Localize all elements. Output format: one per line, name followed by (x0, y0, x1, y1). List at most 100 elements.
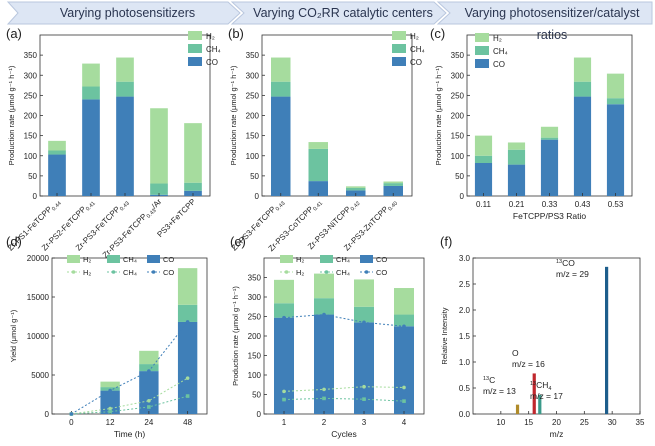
e-legend-label-H2: H₂ (296, 255, 304, 264)
b-bar-H2-1 (308, 142, 328, 149)
d-bar-H2-1 (100, 381, 120, 388)
d-point-H2 (147, 398, 151, 403)
f-annotation-mz-1: m/z = 16 (512, 359, 545, 369)
c-legend-swatch-CO (475, 59, 489, 68)
d-legend-label-H2: H₂ (83, 255, 91, 264)
a-bar-CO-0 (48, 154, 66, 196)
a-bar-H2-4 (184, 123, 202, 183)
e-legend-marker-CO (364, 270, 369, 274)
d-xtick-label: 12 (106, 418, 115, 427)
e-bar-CH4-1 (314, 298, 334, 315)
f-ytick-label: 1.0 (459, 358, 471, 367)
b-legend-swatch-CO (392, 57, 406, 66)
d-xtick-label: 0 (69, 418, 74, 427)
a-bar-CH4-2 (116, 81, 134, 97)
d-ytick-label: 20000 (27, 254, 50, 263)
e-point-CH4 (402, 399, 406, 403)
d-point-CO (147, 369, 151, 373)
a-legend-swatch-CO (188, 57, 202, 66)
d-bar-CH4-2 (139, 364, 159, 372)
c-xtick-label: 0.43 (575, 200, 591, 209)
a-bar-CH4-0 (48, 150, 66, 155)
d-point-CO (185, 320, 190, 324)
c-ytick-label: 250 (451, 91, 465, 100)
a-ytick-label: 100 (24, 152, 38, 161)
a-ytick-label: 50 (28, 172, 37, 181)
d-legend-marker-CO (151, 270, 156, 274)
d-point-CH4 (108, 409, 112, 414)
a-bar-H2-2 (116, 57, 134, 82)
c-bar-H2-2 (540, 126, 559, 138)
b-bar-CH4-0 (271, 81, 291, 97)
d-ytick-label: 10000 (27, 332, 50, 341)
a-ylabel: Production rate (μmol g⁻¹ h⁻¹) (7, 65, 16, 165)
panel-label-a: (a) (6, 26, 22, 41)
c-xtick-label: 0.33 (542, 200, 558, 209)
e-bar-H2-3 (394, 288, 414, 315)
c-bar-CH4-3 (573, 81, 592, 97)
f-xtick-label: 35 (636, 418, 645, 427)
e-point-CO (322, 312, 326, 317)
a-bar-H2-0 (48, 140, 66, 151)
e-point-CH4 (322, 396, 326, 401)
c-xlabel: FeTCPP/PS3 Ratio (513, 211, 586, 221)
b-bar-CO-3 (383, 185, 403, 196)
d-line-CH4 (71, 395, 188, 415)
d-ytick-label: 15000 (27, 293, 50, 302)
d-point-H2 (108, 406, 112, 411)
d-point-CH4 (185, 394, 190, 398)
e-point-CH4 (282, 397, 286, 402)
a-ytick-label: 0 (33, 192, 38, 201)
e-bar-CO-3 (394, 326, 414, 414)
c-bar-H2-1 (507, 142, 526, 150)
a-bar-CO-2 (116, 96, 134, 196)
c-ytick-label: 200 (451, 112, 465, 121)
e-xtick-label: 4 (402, 418, 407, 427)
f-annotation-3: 13CO (556, 258, 575, 268)
b-legend-swatch-H2 (392, 31, 406, 40)
e-point-H2 (322, 387, 326, 392)
e-legend-swatch-CO (360, 255, 373, 263)
f-annotation-2: 13CH4 (530, 380, 551, 392)
c-legend-label-H2: H₂ (493, 34, 502, 43)
c-ytick-label: 300 (451, 71, 465, 80)
f-ylabel: Relative Intensity (440, 307, 449, 364)
panel-label-f: (f) (440, 234, 453, 249)
f-xlabel: m/z (550, 429, 564, 439)
f-ytick-label: 1.5 (459, 332, 471, 341)
c-ytick-label: 50 (455, 172, 464, 181)
panel-label-e: (e) (230, 234, 246, 249)
e-bar-CH4-3 (394, 314, 414, 327)
d-legend-label-line-CO: CO (163, 268, 174, 277)
a-bar-CH4-1 (82, 86, 100, 100)
c-bar-CH4-2 (540, 137, 559, 140)
d-legend-swatch-CH4 (107, 255, 120, 263)
b-bar-CH4-1 (308, 148, 328, 182)
b-legend-label-CH4: CH₄ (410, 45, 425, 54)
c-xtick-label: 0.21 (509, 200, 525, 209)
e-bar-H2-0 (274, 279, 294, 304)
d-legend-label-CO: CO (163, 255, 174, 264)
e-legend-swatch-H2 (280, 255, 293, 263)
f-bar-1 (532, 373, 536, 414)
a-bar-CH4-4 (184, 182, 202, 191)
c-bar-H2-3 (573, 57, 592, 82)
f-annotation-mz-2: m/z = 17 (530, 391, 563, 401)
a-legend-label-CH4: CH₄ (206, 45, 221, 54)
c-xtick-label: 0.53 (608, 200, 624, 209)
d-legend-swatch-H2 (67, 255, 80, 263)
b-legend-label-H2: H₂ (410, 32, 419, 41)
c-ytick-label: 150 (451, 132, 465, 141)
e-ytick-label: 200 (248, 332, 262, 341)
e-point-H2 (402, 385, 406, 390)
b-bar-H2-2 (346, 186, 366, 188)
a-legend-swatch-CH4 (188, 44, 202, 53)
c-bar-CO-4 (606, 104, 625, 196)
e-xlabel: Cycles (331, 429, 357, 439)
c-ytick-label: 350 (451, 51, 465, 60)
e-ylabel: Production rate (μmol g⁻¹ h⁻¹) (231, 286, 240, 386)
d-bar-CO-3 (177, 321, 198, 414)
